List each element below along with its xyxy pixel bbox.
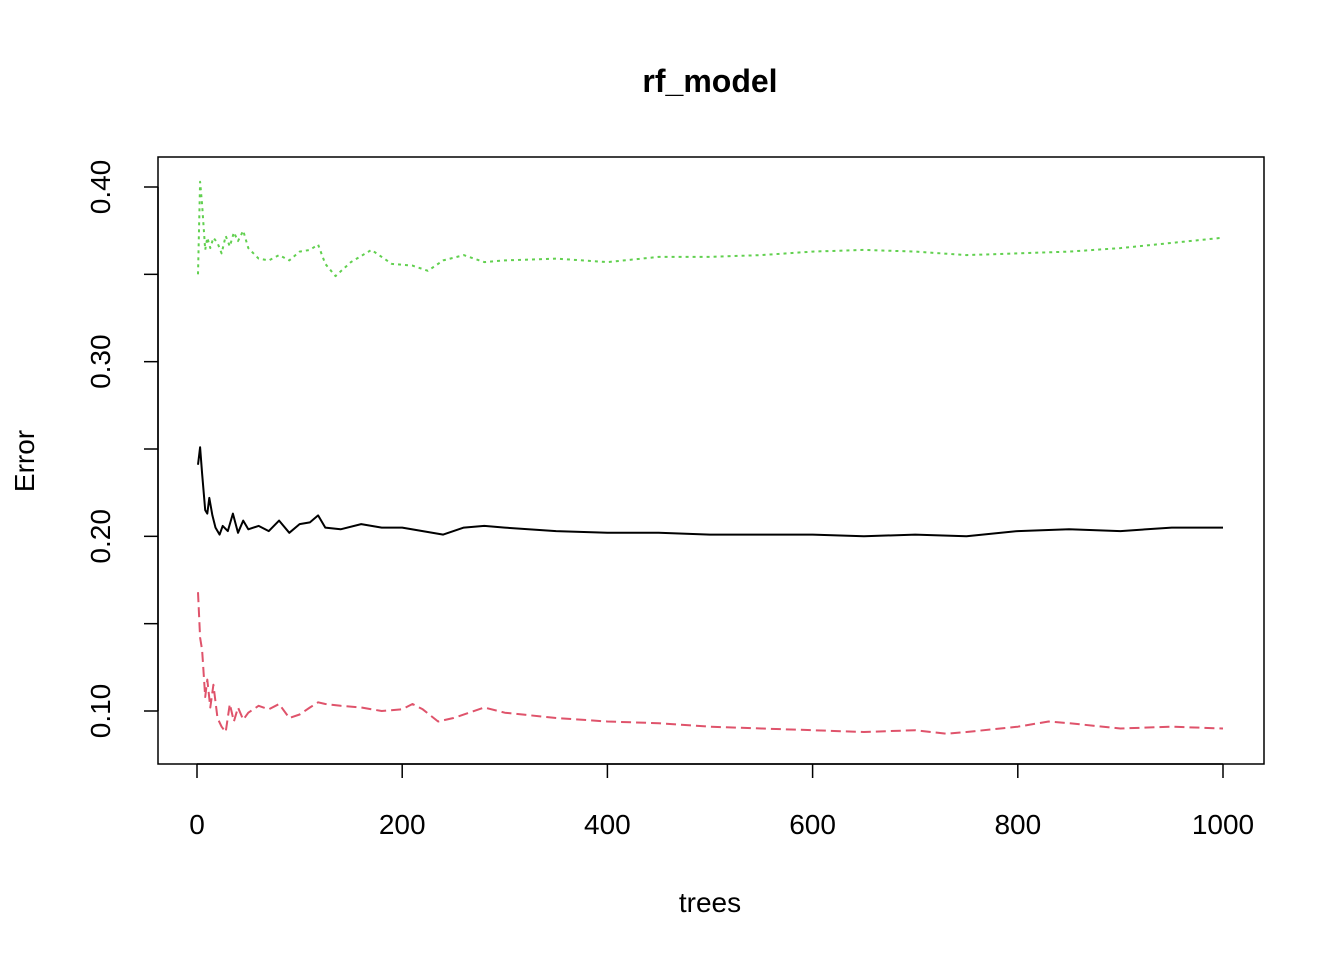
y-tick-label: 0.20 xyxy=(85,509,116,564)
class-1-error-line xyxy=(197,592,1224,735)
x-tick-label: 0 xyxy=(189,809,205,840)
x-tick-label: 600 xyxy=(789,809,836,840)
x-tick-label: 200 xyxy=(379,809,426,840)
y-axis-label: Error xyxy=(9,430,40,492)
x-tick-label: 400 xyxy=(584,809,631,840)
x-axis: 0 200 400 600 800 1000 xyxy=(189,763,1254,840)
y-tick-label: 0.30 xyxy=(85,334,116,389)
y-tick-label: 0.40 xyxy=(85,160,116,215)
x-tick-label: 1000 xyxy=(1192,809,1254,840)
y-tick-label: 0.10 xyxy=(85,684,116,739)
y-axis: 0.10 0.20 0.30 0.40 xyxy=(85,160,159,739)
class-2-error-line xyxy=(197,180,1224,278)
series-layer xyxy=(197,180,1224,735)
oob-error-line xyxy=(197,446,1223,538)
x-axis-label: trees xyxy=(679,887,741,918)
chart-title: rf_model xyxy=(642,63,777,99)
x-tick-label: 800 xyxy=(994,809,1041,840)
